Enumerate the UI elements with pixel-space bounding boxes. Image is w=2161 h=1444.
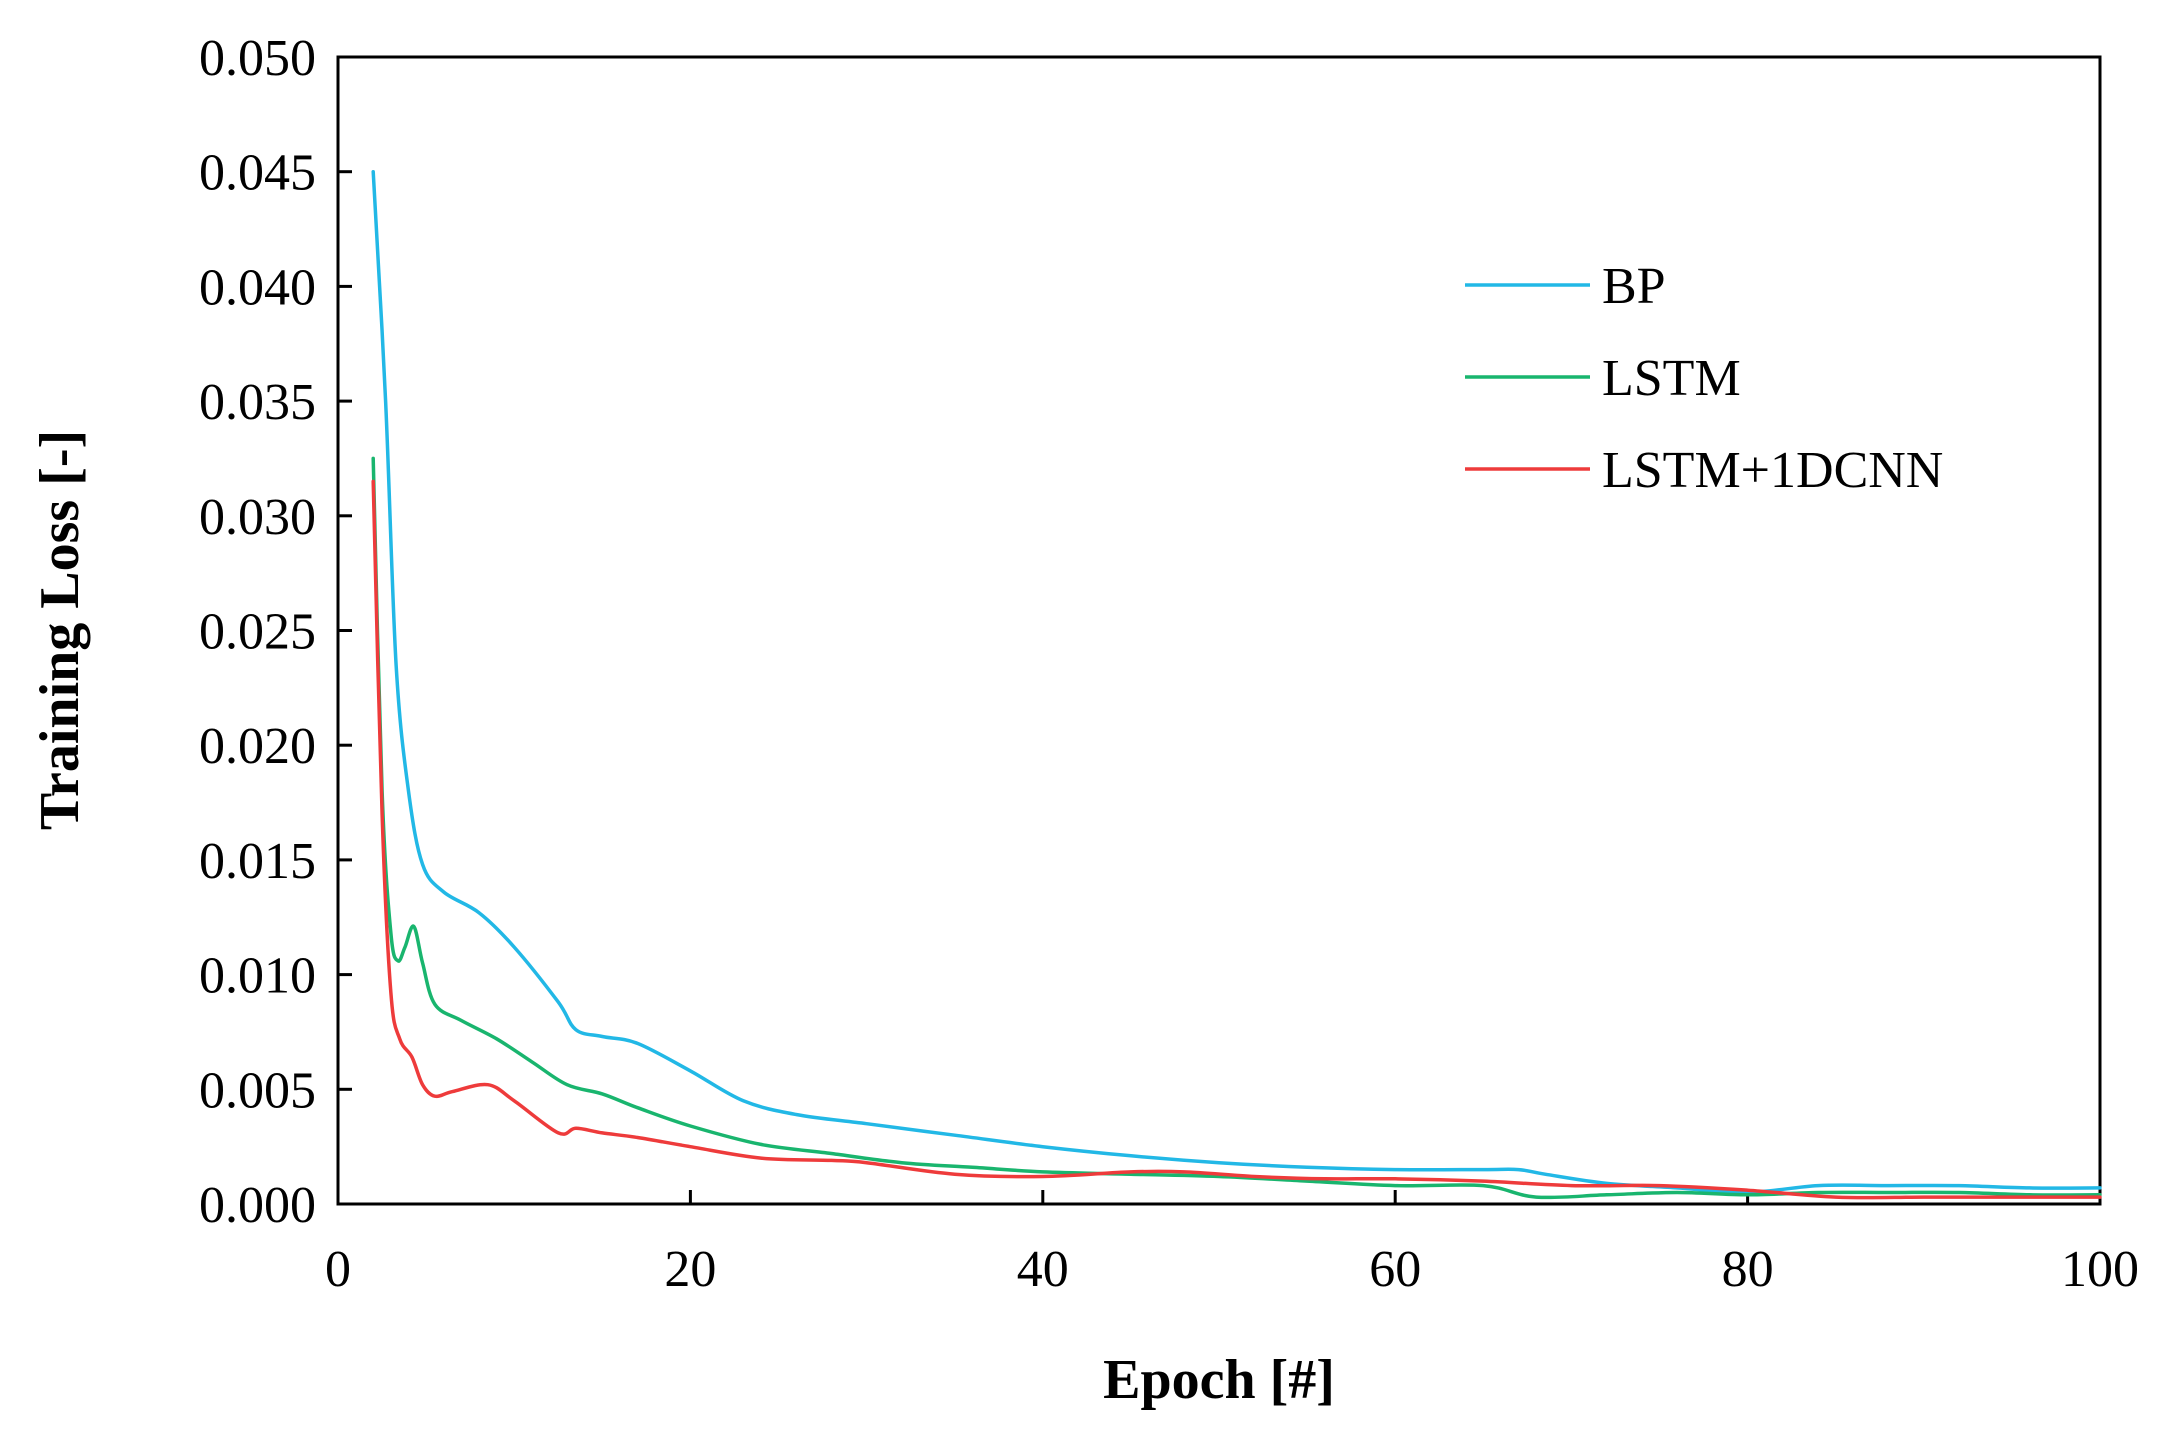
x-axis-ticks: 0 20 40 60 80 100: [325, 1190, 2139, 1298]
y-tick-label: 0.025: [199, 604, 316, 661]
y-tick-label: 0.005: [199, 1062, 316, 1119]
series-line-lstm-1dcnn: [371, 479, 2102, 1200]
x-tick-label: 100: [2061, 1241, 2139, 1298]
y-tick-label: 0.040: [199, 259, 316, 316]
legend-label: LSTM+1DCNN: [1602, 442, 1943, 499]
y-tick-label: 0.020: [199, 718, 316, 775]
y-tick-label: 0.045: [199, 145, 316, 202]
y-tick-label: 0.035: [199, 374, 316, 431]
series-lines: [371, 169, 2102, 1200]
plot-area: [336, 55, 2102, 1206]
legend-label: BP: [1602, 258, 1666, 315]
x-tick-label: 40: [1017, 1241, 1069, 1298]
legend: BP LSTM LSTM+1DCNN: [1465, 258, 1943, 499]
series-line-bp: [371, 169, 2102, 1195]
x-tick-label: 20: [664, 1241, 716, 1298]
x-tick-label: 80: [1722, 1241, 1774, 1298]
y-tick-label: 0.050: [199, 30, 316, 87]
x-tick-label: 0: [325, 1241, 351, 1298]
y-tick-label: 0.000: [199, 1177, 316, 1234]
y-axis-ticks: 0.000 0.005 0.010 0.015 0.020 0.025 0.030 0.035…: [199, 30, 352, 1234]
y-tick-label: 0.030: [199, 489, 316, 546]
y-tick-label: 0.010: [199, 948, 316, 1005]
y-tick-label: 0.015: [199, 833, 316, 890]
y-axis-title: Training Loss [-]: [29, 430, 91, 830]
x-axis-title: Epoch [#]: [1103, 1349, 1335, 1411]
legend-label: LSTM: [1602, 350, 1741, 407]
x-tick-label: 60: [1369, 1241, 1421, 1298]
series-line-lstm: [371, 456, 2102, 1200]
